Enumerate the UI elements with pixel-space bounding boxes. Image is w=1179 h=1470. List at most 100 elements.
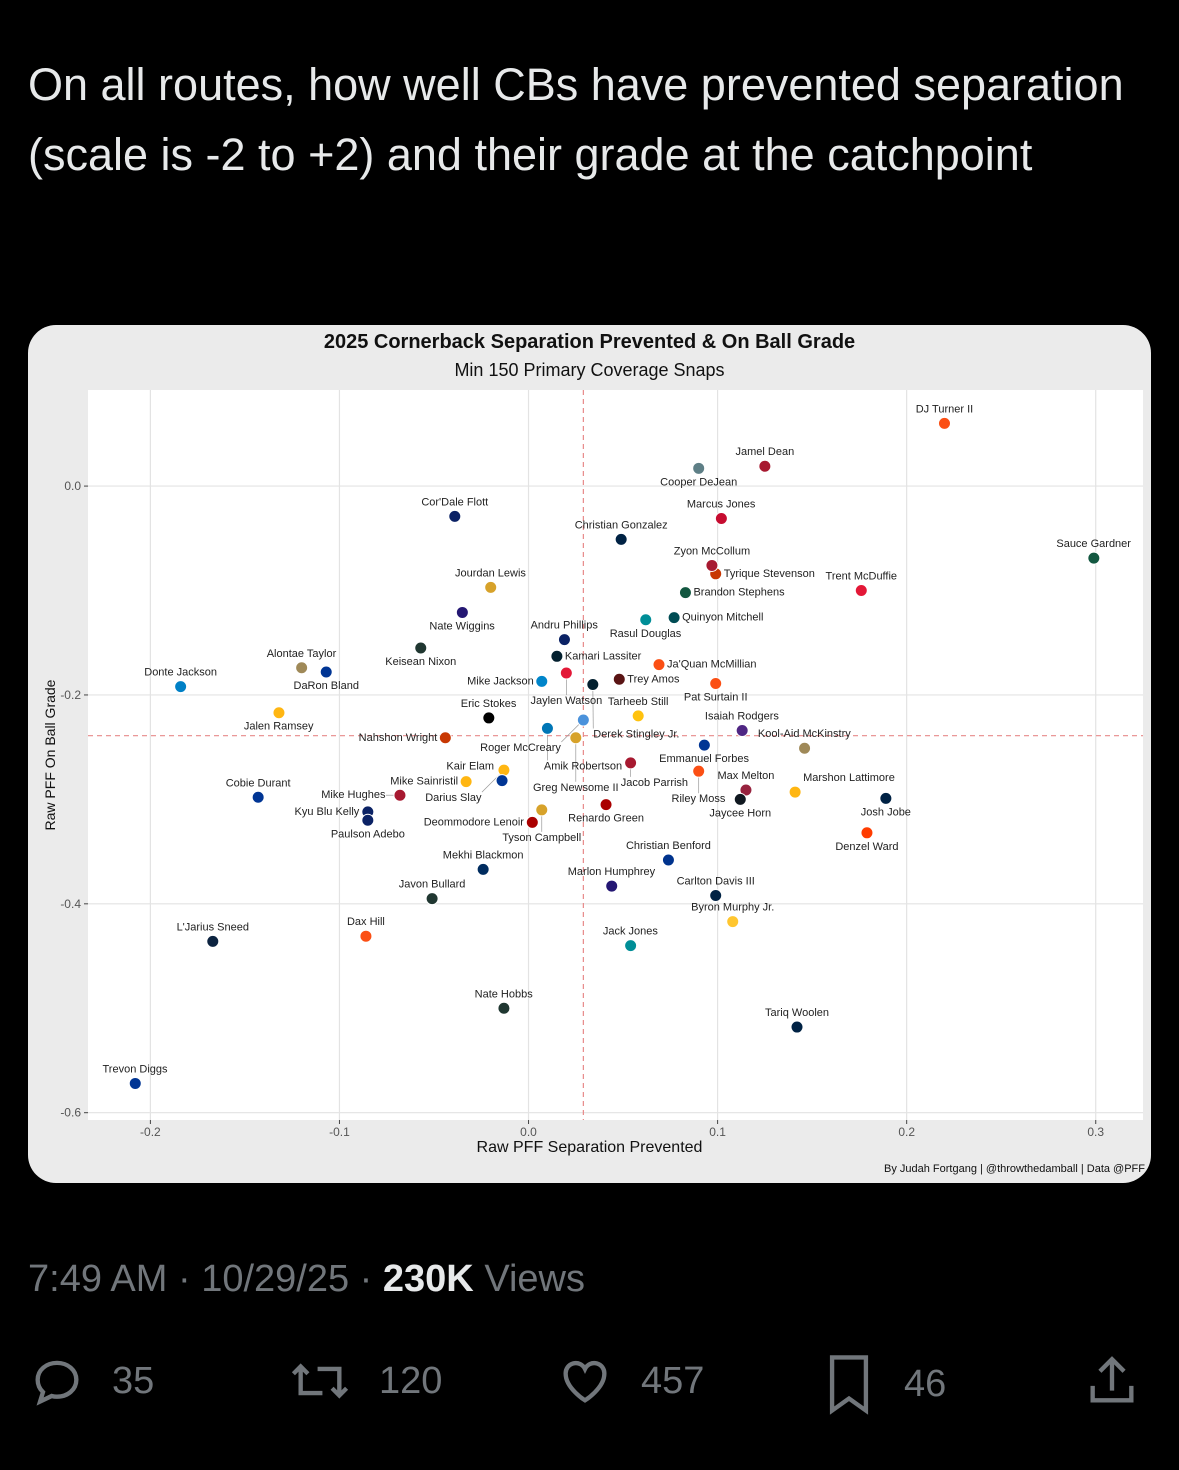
reply-button[interactable]: 35: [28, 1352, 154, 1410]
player-label: Carlton Davis III: [677, 875, 755, 887]
player-label: Denzel Ward: [835, 841, 898, 853]
team-logo-marker: [937, 416, 951, 430]
x-axis-label: Raw PFF Separation Prevented: [476, 1139, 703, 1156]
team-logo-marker: [206, 934, 220, 948]
x-tick-label: -0.1: [329, 1125, 350, 1139]
player-label: Byron Murphy Jr.: [691, 902, 774, 914]
player-label: Derek Stingley Jr.: [593, 729, 679, 741]
player-label: Riley Moss: [672, 793, 726, 805]
player-label: Mekhi Blackmon: [443, 849, 524, 861]
repost-button[interactable]: 120: [287, 1352, 442, 1410]
reply-icon: [35, 1360, 79, 1406]
team-logo-marker: [854, 584, 868, 598]
player-label: Josh Jobe: [861, 806, 911, 818]
team-logo-marker: [540, 721, 554, 735]
like-count: 457: [641, 1359, 705, 1402]
team-logo-marker: [272, 706, 286, 720]
views-count: 230K: [382, 1258, 474, 1300]
x-tick-label: 0.0: [520, 1125, 537, 1139]
bookmark-icon: [829, 1355, 869, 1415]
share-icon: [1090, 1356, 1134, 1403]
y-tick-label: -0.4: [60, 897, 81, 911]
player-label: Marlon Humphrey: [568, 866, 656, 878]
team-logo-marker: [709, 676, 723, 690]
team-logo-marker: [576, 713, 590, 727]
team-logo-marker: [535, 674, 549, 688]
player-label: Jacob Parrish: [621, 777, 688, 789]
player-label: Renardo Green: [568, 813, 644, 825]
player-label: Javon Bullard: [399, 879, 466, 891]
player-label: Jourdan Lewis: [455, 567, 526, 579]
y-tick-label: -0.2: [60, 688, 81, 702]
team-logo-marker: [631, 709, 645, 723]
team-logo-marker: [639, 613, 653, 627]
player-label: Greg Newsome II: [533, 782, 619, 794]
share-button[interactable]: [1083, 1352, 1141, 1410]
like-icon: [563, 1360, 607, 1403]
team-logo-marker: [667, 611, 681, 625]
player-label: Marshon Lattimore: [803, 772, 895, 784]
team-logo-marker: [438, 731, 452, 745]
player-label: Tyrique Stevenson: [724, 568, 815, 580]
tweet-date: 10/29/25: [201, 1258, 350, 1300]
reply-count: 35: [112, 1359, 155, 1402]
player-label: Mike Sainristil: [390, 776, 458, 788]
team-logo-marker: [448, 509, 462, 523]
team-logo-marker: [295, 661, 309, 675]
chart-card[interactable]: -0.2 -0.1 0.0 0.1 0.2 0.3 0.0 -0.2 -0.4 -0.6 DJ Tu…: [28, 325, 1151, 1183]
player-label: Tarheeb Still: [608, 696, 669, 708]
player-label: Nate Hobbs: [475, 988, 534, 1000]
team-logo-marker: [174, 680, 188, 694]
team-logo-marker: [726, 915, 740, 929]
team-logo-marker: [790, 1020, 804, 1034]
team-logo-marker: [482, 711, 496, 725]
like-button[interactable]: 457: [555, 1352, 704, 1410]
team-logo-marker: [525, 815, 539, 829]
team-logo-marker: [128, 1076, 142, 1090]
team-logo-marker: [692, 461, 706, 475]
team-logo-marker: [739, 783, 753, 797]
y-axis-label: Raw PFF On Ball Grade: [42, 679, 58, 831]
player-label: Max Melton: [718, 770, 775, 782]
player-label: Cor'Dale Flott: [421, 496, 488, 508]
player-label: Rasul Douglas: [610, 628, 682, 640]
team-logo-marker: [733, 792, 747, 806]
player-label: Nate Wiggins: [429, 620, 495, 632]
team-logo-marker: [705, 558, 719, 572]
player-label: Ja'Quan McMillian: [667, 659, 757, 671]
player-label: Roger McCreary: [480, 742, 561, 754]
player-label: Brandon Stephens: [693, 587, 785, 599]
bookmark-count: 46: [904, 1362, 947, 1405]
team-logo-marker: [661, 853, 675, 867]
tweet-time: 7:49 AM: [28, 1258, 168, 1300]
team-logo-marker: [709, 888, 723, 902]
team-logo-marker: [459, 775, 473, 789]
team-logo-marker: [361, 813, 375, 827]
player-label: Eric Stokes: [461, 698, 517, 710]
repost-icon: [291, 1363, 349, 1399]
chart-title: 2025 Cornerback Separation Prevented & O…: [323, 331, 856, 353]
team-logo-marker: [559, 666, 573, 680]
player-label: Kool-Aid McKinstry: [758, 728, 851, 740]
player-label: Jamel Dean: [736, 446, 795, 458]
player-label: Quinyon Mitchell: [682, 612, 763, 624]
player-label: Donte Jackson: [144, 667, 217, 679]
player-label: Cobie Durant: [226, 777, 291, 789]
team-logo-marker: [692, 764, 706, 778]
player-label: Jack Jones: [603, 926, 659, 938]
x-tick-label: 0.1: [709, 1125, 726, 1139]
team-logo-marker: [697, 738, 711, 752]
player-label: Amik Robertson: [544, 760, 622, 772]
team-logo-marker: [652, 658, 666, 672]
team-logo-marker: [557, 633, 571, 647]
team-logo-marker: [612, 672, 626, 686]
x-tick-label: 0.3: [1087, 1125, 1104, 1139]
team-logo-marker: [393, 788, 407, 802]
team-logo-marker: [714, 511, 728, 525]
player-label: Andru Phillips: [531, 620, 599, 632]
bookmark-button[interactable]: 46: [820, 1352, 946, 1416]
team-logo-marker: [425, 892, 439, 906]
player-label: Trey Amos: [627, 673, 680, 685]
player-label: Mike Jackson: [467, 675, 534, 687]
player-label: Kyu Blu Kelly: [295, 806, 360, 818]
